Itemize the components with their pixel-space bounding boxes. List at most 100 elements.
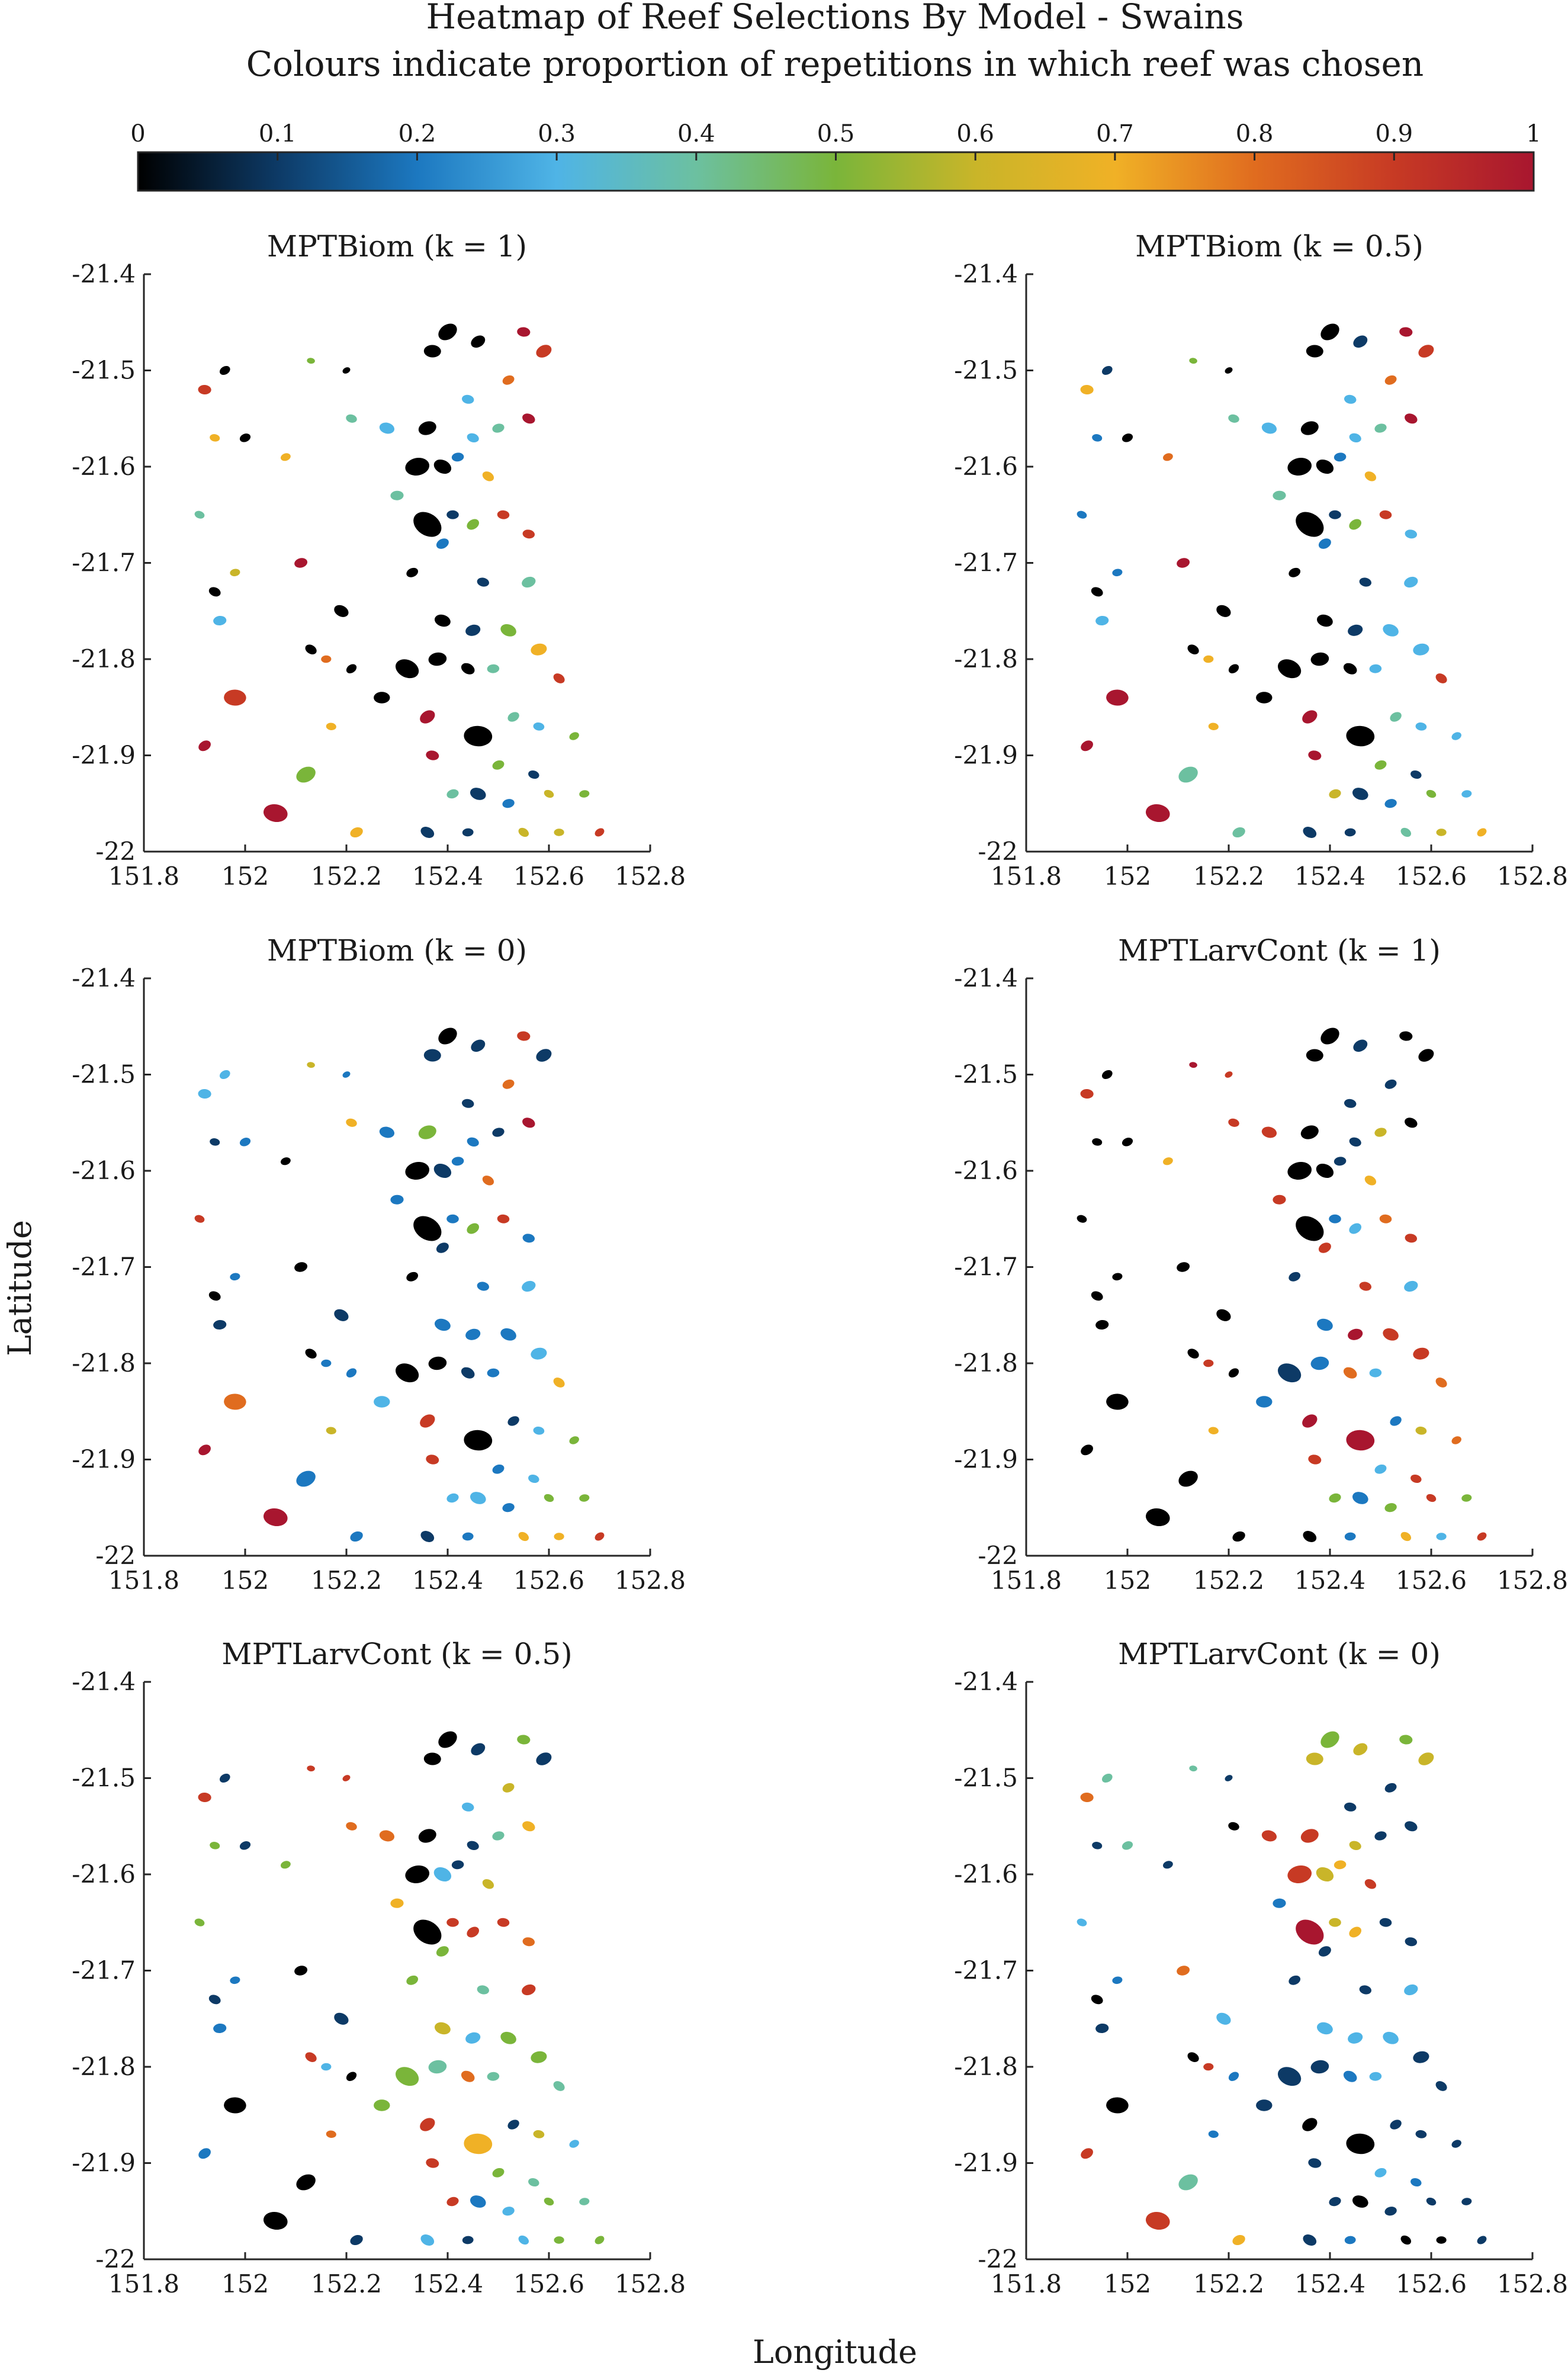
reef-mark (1316, 459, 1334, 474)
reef-mark (1092, 1138, 1103, 1146)
reef-mark (263, 1508, 288, 1527)
reef-mark (451, 1157, 464, 1166)
reef-mark (326, 723, 336, 731)
reef-mark (1383, 624, 1399, 637)
reef-mark (198, 1088, 211, 1099)
reef-mark (1379, 1918, 1392, 1927)
reef-mark (1436, 1533, 1447, 1540)
reef-mark (239, 434, 251, 442)
reef-mark (208, 587, 221, 597)
reef-mark (294, 558, 308, 568)
reef-mark (1256, 2099, 1273, 2111)
x-tick-label: 152.2 (311, 1566, 382, 1595)
reef-mark (1344, 2236, 1356, 2244)
reef-mark (390, 490, 404, 500)
y-tick-label: -21.8 (954, 1348, 1018, 1377)
reef-mark (553, 2081, 565, 2091)
reef-mark (1384, 2207, 1397, 2216)
reef-mark (1106, 1393, 1129, 1410)
reef-mark (438, 323, 457, 341)
reef-mark (1187, 2052, 1199, 2062)
reef-mark (436, 1242, 449, 1253)
reef-mark (544, 789, 554, 798)
reef-mark (395, 2067, 419, 2086)
x-tick-label: 152 (221, 1566, 269, 1595)
reef-mark (307, 1765, 315, 1772)
reef-mark (1308, 750, 1322, 760)
x-tick-label: 152.6 (1396, 862, 1467, 891)
y-tick-label: -21.9 (72, 741, 136, 770)
reef-mark (1364, 1176, 1377, 1186)
reef-mark (1435, 673, 1447, 683)
x-tick-label: 152.4 (1294, 1566, 1365, 1595)
y-tick-label: -21.4 (72, 259, 136, 288)
reef-mark (426, 1454, 439, 1465)
y-tick-label: -22 (978, 837, 1018, 866)
colorbar-tick-label: 0.5 (817, 120, 855, 147)
x-tick-label: 152.8 (1497, 862, 1568, 891)
reef-mark (1410, 770, 1422, 779)
reef-mark (1349, 519, 1362, 530)
reef-mark (1310, 1356, 1329, 1370)
reef-mark (502, 2207, 515, 2216)
reef-mark (1101, 1773, 1113, 1783)
reef-mark (224, 1393, 246, 1410)
reef-mark (280, 453, 291, 461)
reef-mark (1404, 1984, 1418, 1996)
reef-mark (1178, 2174, 1198, 2191)
reef-mark (326, 2130, 336, 2138)
reef-mark (502, 375, 515, 385)
x-tick-label: 152.4 (412, 1566, 483, 1595)
x-axis-label: Longitude (753, 2333, 917, 2371)
reef-mark (1461, 1494, 1472, 1502)
reef-mark (1316, 1867, 1334, 1882)
reef-mark (1352, 2195, 1368, 2208)
reef-mark (1208, 2130, 1219, 2138)
reef-mark (1101, 365, 1113, 375)
x-tick-label: 152.2 (1193, 862, 1264, 891)
reef-mark (1369, 664, 1382, 673)
reef-mark (1404, 1280, 1418, 1292)
y-tick-label: -21.9 (954, 741, 1018, 770)
reef-mark (1081, 740, 1093, 752)
reef-mark (1353, 1743, 1368, 1756)
y-tick-label: -21.4 (954, 1667, 1018, 1696)
reef-mark (374, 2099, 390, 2111)
reef-mark (194, 1215, 205, 1223)
reef-mark (342, 1071, 351, 1078)
reef-mark (1390, 2120, 1402, 2130)
map-panel-6: MPTLarvCont (k = 0) -22 -21.9 -21.8 -21.7 -21… (954, 1637, 1568, 2298)
reef-mark (1077, 1918, 1087, 1926)
reef-mark (1145, 2211, 1170, 2230)
colorbar-tick-label: 0.9 (1375, 120, 1413, 147)
reef-mark (433, 459, 452, 474)
reef-mark (536, 345, 552, 358)
y-tick-label: -21.7 (72, 1956, 136, 1985)
reef-mark (1077, 510, 1087, 519)
reef-mark (321, 1359, 332, 1367)
reef-mark (502, 1783, 515, 1793)
reef-mark (1077, 1215, 1087, 1223)
reef-mark (420, 827, 435, 838)
y-tick-label: -21.6 (72, 452, 136, 481)
reef-mark (1348, 1328, 1363, 1340)
reef-mark (500, 2031, 516, 2044)
x-tick-label: 152 (221, 862, 269, 891)
reef-mark (1384, 799, 1397, 808)
y-tick-label: -21.7 (72, 1253, 136, 1282)
reef-mark (1374, 423, 1387, 433)
reef-mark (1348, 624, 1363, 636)
reef-mark (280, 1157, 291, 1165)
reef-mark (1256, 692, 1273, 704)
reef-mark (533, 2130, 545, 2138)
reef-mark (531, 1347, 547, 1360)
reef-mark (1232, 827, 1245, 838)
reef-mark (446, 789, 459, 799)
reef-mark (1228, 1118, 1239, 1127)
reef-mark (1399, 1031, 1413, 1041)
x-tick-label: 152.4 (1294, 2269, 1365, 2298)
reef-mark (507, 1416, 519, 1426)
reef-mark (522, 1234, 535, 1243)
reef-mark (413, 1216, 442, 1241)
reef-mark (1344, 1532, 1356, 1541)
